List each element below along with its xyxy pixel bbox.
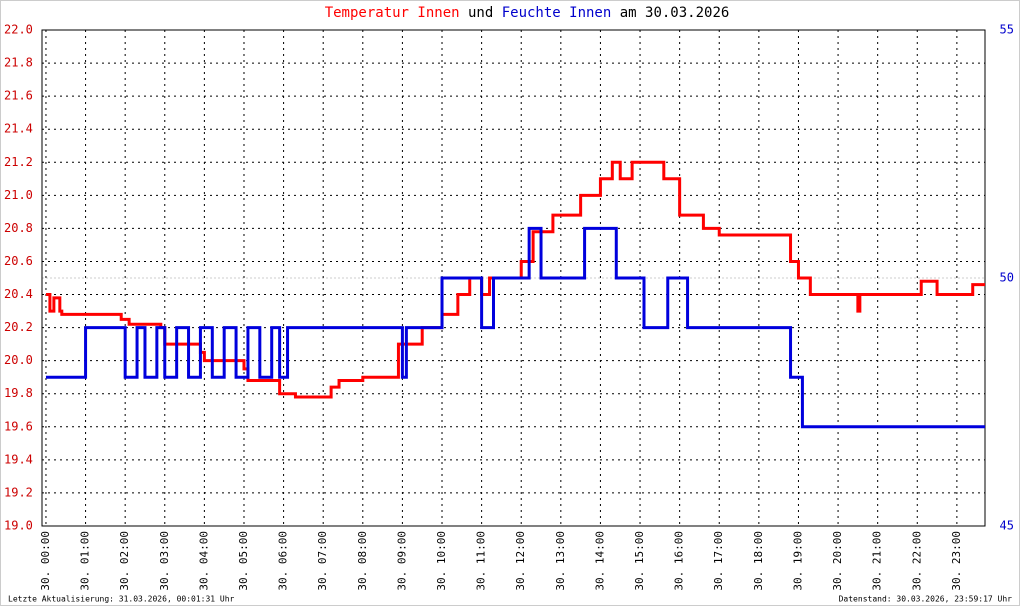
y-tick-label: 19.6	[4, 419, 33, 433]
title-part: Temperatur Innen	[325, 5, 460, 21]
y-tick-label: 21.2	[4, 155, 33, 169]
y-tick-label: 20.6	[4, 254, 33, 268]
x-tick-label: 30. 19:00	[791, 531, 804, 591]
x-tick-label: 30. 23:00	[950, 531, 963, 591]
y2-tick-label: 45	[1000, 519, 1014, 533]
y-tick-label: 22.0	[4, 23, 33, 37]
x-tick-label: 30. 18:00	[752, 531, 765, 591]
x-tick-label: 30. 17:00	[712, 531, 725, 591]
x-tick-label: 30. 11:00	[475, 531, 488, 591]
x-tick-label: 30. 16:00	[673, 531, 686, 591]
footer-right: Datenstand: 30.03.2026, 23:59:17 Uhr	[839, 595, 1013, 604]
y-tick-label: 20.4	[4, 287, 33, 301]
x-tick-label: 30. 03:00	[158, 531, 171, 591]
y-tick-label: 21.4	[4, 122, 33, 136]
y2-tick-label: 50	[1000, 271, 1014, 285]
x-tick-label: 30. 09:00	[395, 531, 408, 591]
x-tick-label: 30. 04:00	[197, 531, 210, 591]
x-tick-label: 30. 02:00	[118, 531, 131, 591]
y-tick-label: 21.0	[4, 188, 33, 202]
x-tick-label: 30. 00:00	[39, 531, 52, 591]
x-tick-label: 30. 08:00	[356, 531, 369, 591]
x-tick-label: 30. 10:00	[435, 531, 448, 591]
footer-left: Letzte Aktualisierung: 31.03.2026, 00:01…	[8, 595, 235, 604]
chart-title: Temperatur Innen und Feuchte Innen am 30…	[325, 5, 730, 21]
x-tick-label: 30. 06:00	[277, 531, 290, 591]
x-tick-label: 30. 12:00	[514, 531, 527, 591]
x-tick-label: 30. 07:00	[316, 531, 329, 591]
y-tick-label: 19.8	[4, 386, 33, 400]
x-tick-label: 30. 01:00	[79, 531, 92, 591]
x-tick-label: 30. 22:00	[910, 531, 923, 591]
y-tick-label: 20.2	[4, 320, 33, 334]
x-tick-label: 30. 14:00	[593, 531, 606, 591]
plot-border	[41, 29, 986, 527]
y2-tick-label: 55	[1000, 23, 1014, 37]
y-tick-label: 19.2	[4, 485, 33, 499]
y-tick-label: 21.6	[4, 89, 33, 103]
series-line	[45, 226, 985, 429]
x-tick-label: 30. 13:00	[554, 531, 567, 591]
title-part: und	[468, 5, 493, 21]
x-tick-label: 30. 21:00	[871, 531, 884, 591]
x-tick-label: 30. 20:00	[831, 531, 844, 591]
title-part: Feuchte Innen	[502, 5, 612, 21]
y-tick-label: 21.8	[4, 56, 33, 70]
y-tick-label: 19.4	[4, 452, 33, 466]
title-part: am 30.03.2026	[620, 5, 730, 21]
y-tick-label: 20.0	[4, 353, 33, 367]
x-tick-label: 30. 15:00	[633, 531, 646, 591]
y-tick-label: 20.8	[4, 221, 33, 235]
x-tick-label: 30. 05:00	[237, 531, 250, 591]
y-tick-label: 19.0	[4, 519, 33, 533]
